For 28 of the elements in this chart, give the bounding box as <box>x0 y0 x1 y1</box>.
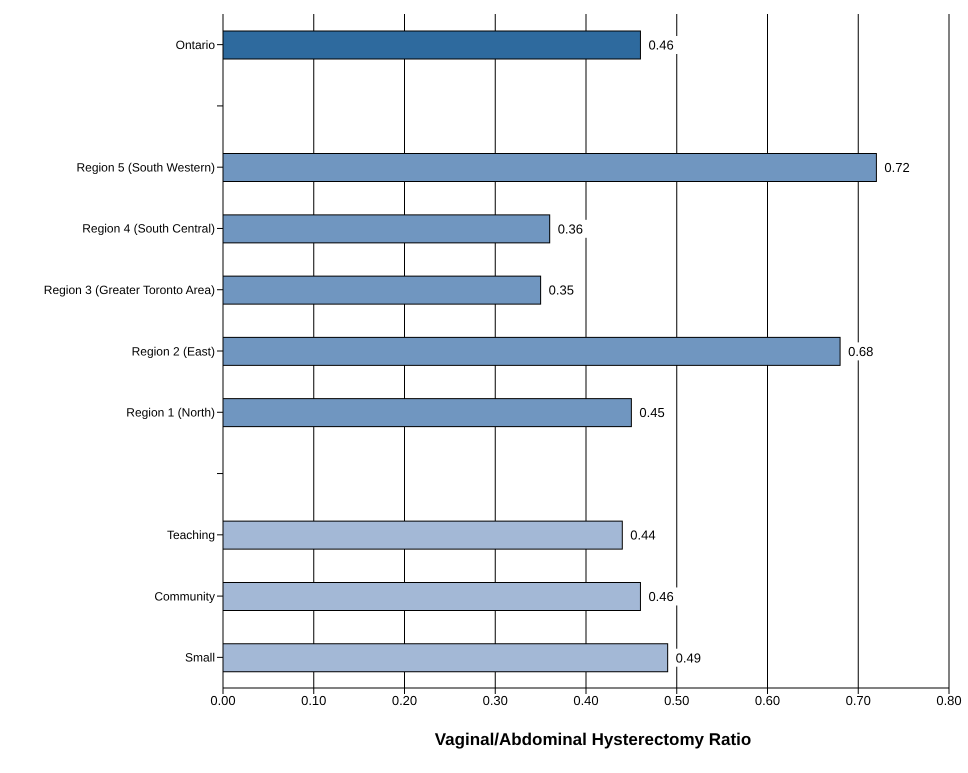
x-tick-label: 0.70 <box>846 693 871 708</box>
x-tick-label: 0.80 <box>936 693 962 708</box>
data-label: 0.45 <box>639 405 665 420</box>
x-tick-label: 0.00 <box>210 693 236 708</box>
data-label: 0.35 <box>548 282 574 298</box>
y-tick-label: Small <box>184 650 215 665</box>
y-tick-label: Ontario <box>176 38 216 52</box>
x-axis-title: Vaginal/Abdominal Hysterectomy Ratio <box>434 730 752 750</box>
y-tick-label: Teaching <box>166 528 215 542</box>
x-tick-label: 0.50 <box>664 693 690 708</box>
data-label: 0.72 <box>884 160 910 176</box>
x-tick-label: 0.60 <box>754 693 780 708</box>
data-label: 0.36 <box>558 221 584 236</box>
data-label: 0.49 <box>676 650 701 666</box>
x-tick-label: 0.40 <box>573 693 599 708</box>
y-tick-label: Region 2 (East) <box>132 344 215 358</box>
x-tick-label: 0.30 <box>482 693 508 708</box>
y-tick-label: Region 5 (South Western) <box>76 160 216 174</box>
data-label: 0.46 <box>648 38 674 53</box>
data-label: 0.68 <box>848 344 874 359</box>
data-label: 0.46 <box>648 589 674 604</box>
y-tick-label: Community <box>154 589 215 604</box>
y-tick-label: Region 4 (South Central) <box>82 222 215 236</box>
x-tick-label: 0.20 <box>392 693 418 708</box>
y-tick-label: Region 3 (Greater Toronto Area) <box>44 282 215 297</box>
x-tick-label: 0.10 <box>301 693 326 708</box>
data-label: 0.44 <box>630 528 656 543</box>
y-tick-label: Region 1 (North) <box>126 406 215 420</box>
